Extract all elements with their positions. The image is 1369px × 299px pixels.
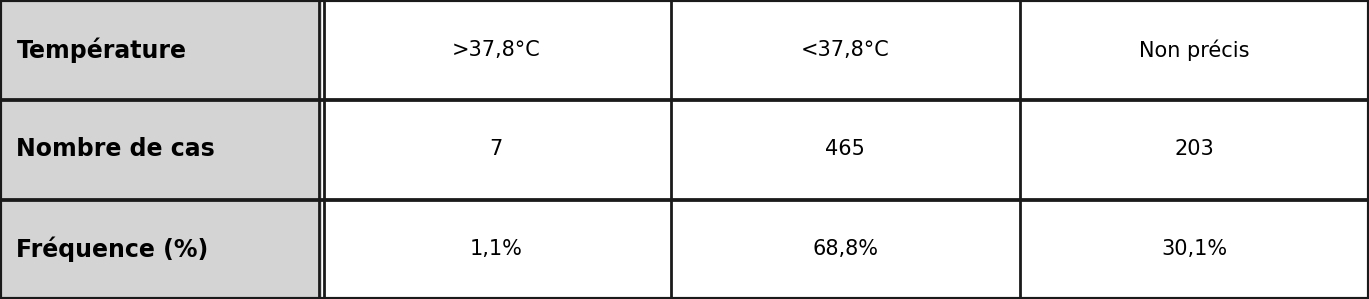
Bar [322, 199, 671, 299]
Bar [322, 100, 671, 199]
Text: Nombre de cas: Nombre de cas [16, 137, 215, 161]
Text: 465: 465 [826, 139, 865, 159]
Bar [0, 0, 322, 100]
Text: Fréquence (%): Fréquence (%) [16, 236, 208, 262]
Bar [0, 100, 322, 199]
Text: 68,8%: 68,8% [812, 239, 879, 259]
Bar [1020, 0, 1369, 100]
Bar [671, 0, 1020, 100]
Text: 7: 7 [490, 139, 502, 159]
Bar [0, 199, 322, 299]
Bar [1020, 199, 1369, 299]
Bar [671, 100, 1020, 199]
Bar [322, 0, 671, 100]
Text: Non précis: Non précis [1139, 39, 1250, 60]
Text: 203: 203 [1175, 139, 1214, 159]
Text: >37,8°C: >37,8°C [452, 40, 541, 60]
Bar [1020, 100, 1369, 199]
Text: 1,1%: 1,1% [470, 239, 523, 259]
Text: 30,1%: 30,1% [1161, 239, 1228, 259]
Text: <37,8°C: <37,8°C [801, 40, 890, 60]
Bar [671, 199, 1020, 299]
Text: Température: Température [16, 37, 186, 62]
